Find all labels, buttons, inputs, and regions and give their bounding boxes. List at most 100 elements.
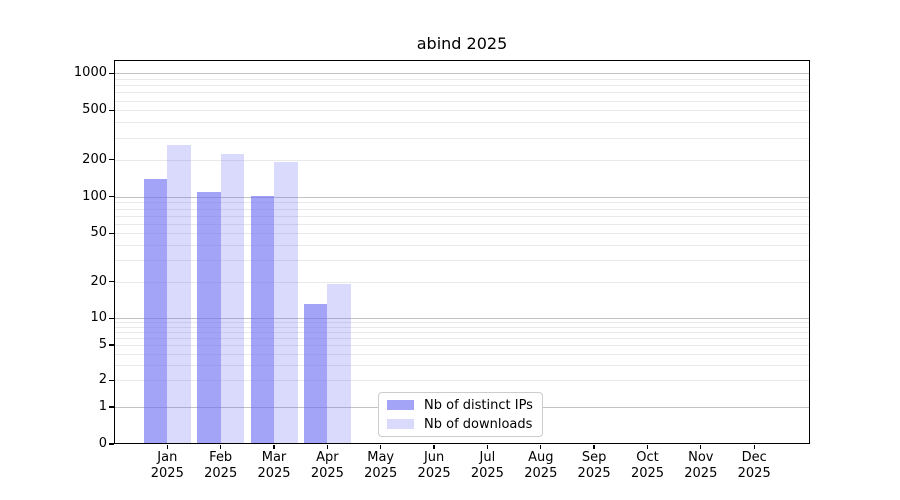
x-tick-month: Jun bbox=[423, 450, 445, 465]
y-tick-label-20: 20 bbox=[90, 273, 107, 289]
y-tick-10 bbox=[109, 317, 114, 319]
plot-area bbox=[114, 60, 810, 444]
gridline-minor bbox=[114, 100, 810, 102]
gridline-minor bbox=[114, 353, 810, 355]
x-tick-month: Nov bbox=[688, 450, 714, 465]
x-tick-jan bbox=[166, 444, 168, 449]
y-tick-label-500: 500 bbox=[82, 102, 107, 118]
gridline-minor bbox=[114, 260, 810, 262]
gridline-major-1000 bbox=[114, 73, 810, 75]
y-tick-50 bbox=[109, 232, 114, 234]
legend-row-downloads: Nb of downloads bbox=[387, 417, 542, 432]
x-tick-label-jan: Jan 2025 bbox=[135, 450, 199, 481]
gridline-minor bbox=[114, 223, 810, 225]
y-tick-label-10: 10 bbox=[90, 310, 107, 326]
x-tick-dec bbox=[753, 444, 755, 449]
x-tick-year: 2025 bbox=[470, 465, 504, 481]
gridline-minor bbox=[114, 322, 810, 324]
x-tick-year: 2025 bbox=[257, 465, 291, 481]
gridline-minor bbox=[114, 78, 810, 80]
x-tick-year: 2025 bbox=[310, 465, 344, 481]
y-tick-500 bbox=[109, 109, 114, 112]
x-tick-year: 2025 bbox=[524, 465, 558, 481]
bar-distinct-ips-jan bbox=[143, 178, 168, 444]
x-tick-nov bbox=[700, 444, 702, 449]
bar-distinct-ips-apr bbox=[303, 304, 328, 444]
gridline-minor bbox=[114, 122, 810, 124]
x-tick-month: May bbox=[367, 450, 395, 465]
x-tick-month: Oct bbox=[636, 450, 659, 465]
gridline-minor bbox=[114, 380, 810, 382]
x-tick-may bbox=[380, 444, 382, 449]
x-tick-label-feb: Feb 2025 bbox=[189, 450, 253, 481]
gridline-minor bbox=[114, 281, 810, 283]
x-tick-year: 2025 bbox=[684, 465, 718, 481]
legend-row-distinct-ips: Nb of distinct IPs bbox=[387, 398, 542, 413]
legend-swatch-downloads-icon bbox=[387, 418, 414, 430]
x-tick-label-dec: Dec 2025 bbox=[722, 450, 786, 481]
y-tick-100 bbox=[109, 196, 114, 198]
x-tick-year: 2025 bbox=[630, 465, 665, 481]
y-tick-label-5: 5 bbox=[98, 337, 107, 352]
x-tick-aug bbox=[540, 444, 542, 449]
y-tick-label-50: 50 bbox=[90, 225, 107, 241]
gridline-minor bbox=[114, 92, 810, 94]
chart-title: abind 2025 bbox=[416, 34, 508, 53]
y-tick-20 bbox=[109, 281, 114, 283]
x-tick-year: 2025 bbox=[204, 465, 238, 481]
y-tick-label-100: 100 bbox=[82, 188, 107, 204]
x-tick-label-apr: Apr 2025 bbox=[295, 450, 359, 481]
bar-downloads-mar bbox=[274, 162, 298, 444]
gridline-minor bbox=[114, 233, 810, 235]
y-tick-2 bbox=[109, 379, 114, 381]
y-tick-5 bbox=[109, 344, 114, 346]
gridline-minor bbox=[114, 364, 810, 366]
y-tick-label-2: 2 bbox=[98, 372, 107, 388]
x-tick-label-aug: Aug 2025 bbox=[509, 450, 573, 481]
x-tick-year: 2025 bbox=[364, 465, 398, 481]
bar-downloads-feb bbox=[220, 154, 245, 444]
x-tick-year: 2025 bbox=[417, 465, 451, 481]
x-tick-label-mar: Mar 2025 bbox=[242, 450, 306, 481]
legend-swatch-distinct-ips-icon bbox=[387, 399, 414, 411]
gridline-minor bbox=[114, 159, 810, 161]
x-tick-month: Jul bbox=[479, 450, 496, 465]
x-tick-label-nov: Nov 2025 bbox=[669, 450, 733, 481]
x-tick-year: 2025 bbox=[737, 465, 771, 481]
x-tick-label-jul: Jul 2025 bbox=[455, 450, 519, 481]
gridline-major-10 bbox=[114, 318, 810, 320]
x-tick-year: 2025 bbox=[150, 465, 184, 481]
bar-downloads-apr bbox=[327, 284, 351, 444]
legend-label-distinct-ips: Nb of distinct IPs bbox=[424, 397, 533, 413]
y-tick-label-0: 0 bbox=[98, 436, 107, 451]
gridline-minor bbox=[114, 202, 810, 204]
x-tick-sep bbox=[593, 444, 595, 449]
legend-label-downloads: Nb of downloads bbox=[424, 416, 533, 432]
x-tick-month: Aug bbox=[528, 450, 554, 465]
gridline-minor bbox=[114, 110, 810, 112]
bar-downloads-jan bbox=[167, 144, 191, 444]
bar-distinct-ips-feb bbox=[197, 191, 221, 444]
gridline-minor bbox=[114, 345, 810, 346]
x-tick-month: Feb bbox=[209, 450, 233, 465]
y-tick-200 bbox=[109, 158, 114, 161]
x-tick-month: Mar bbox=[261, 450, 287, 465]
x-tick-year: 2025 bbox=[577, 465, 611, 481]
gridline-major-100 bbox=[114, 196, 810, 198]
x-tick-month: Jan bbox=[157, 450, 178, 465]
y-tick-label-1: 1 bbox=[98, 399, 107, 414]
gridline-minor bbox=[114, 245, 810, 247]
x-tick-month: Apr bbox=[316, 450, 339, 465]
gridline-minor bbox=[114, 85, 810, 87]
x-tick-mar bbox=[273, 444, 275, 449]
y-tick-1 bbox=[109, 406, 114, 408]
x-tick-month: Dec bbox=[741, 450, 767, 465]
x-tick-feb bbox=[220, 444, 222, 449]
y-tick-label-1000: 1000 bbox=[73, 65, 107, 81]
x-tick-apr bbox=[326, 444, 329, 449]
x-tick-oct bbox=[646, 444, 649, 449]
y-tick-0 bbox=[109, 443, 114, 445]
x-tick-label-jun: Jun 2025 bbox=[402, 450, 466, 481]
x-tick-label-sep: Sep 2025 bbox=[562, 450, 626, 481]
